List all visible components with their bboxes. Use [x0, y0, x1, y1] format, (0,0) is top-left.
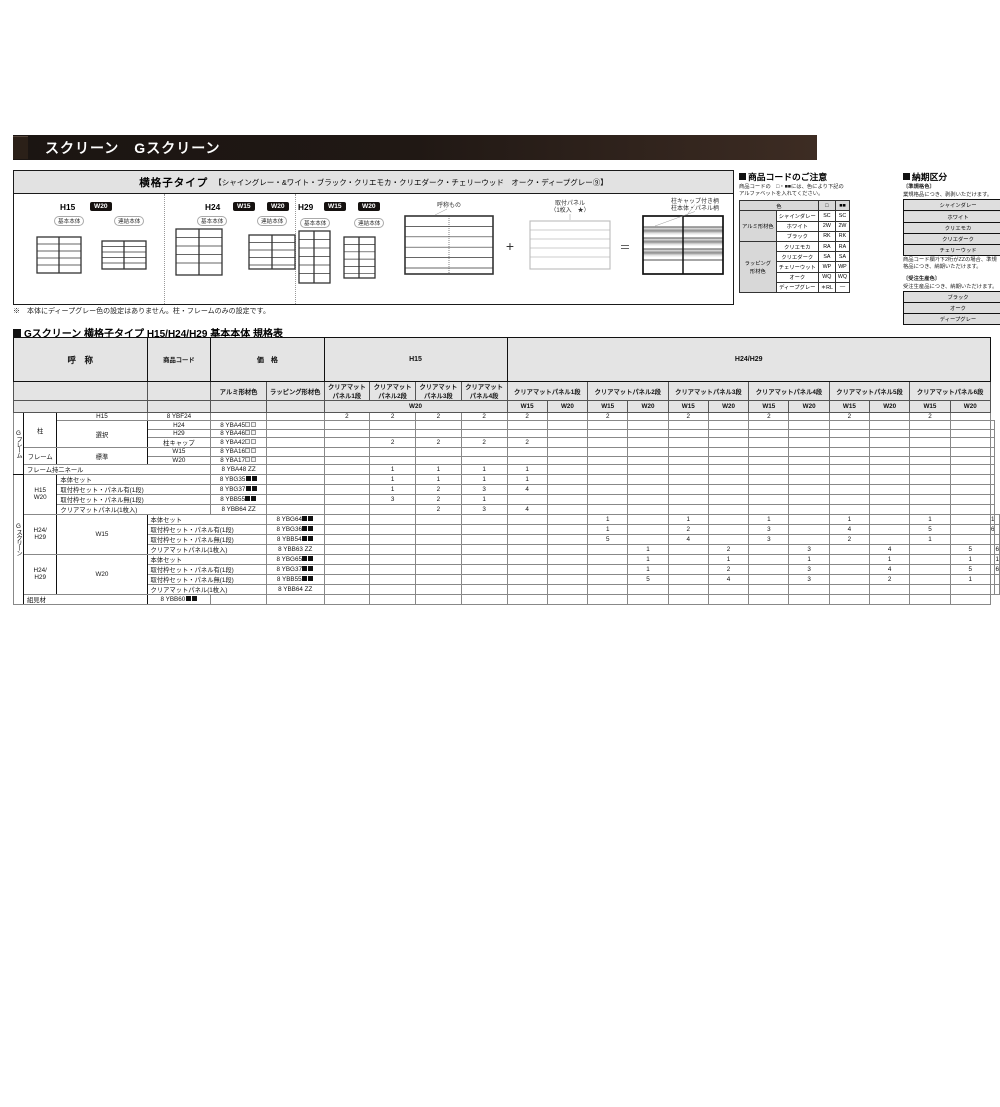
svg-text:柱本体・パネル柄: 柱本体・パネル柄 [671, 204, 719, 212]
svg-text:（1枚入 ★）: （1枚入 ★） [550, 206, 589, 214]
svg-text:+: + [506, 238, 514, 254]
svg-text:取付パネル: 取付パネル [555, 199, 585, 207]
svg-text:柱キャップ付き柄: 柱キャップ付き柄 [671, 197, 719, 205]
svg-text:＝: ＝ [620, 242, 631, 254]
svg-text:呼称もの: 呼称もの [437, 201, 461, 209]
